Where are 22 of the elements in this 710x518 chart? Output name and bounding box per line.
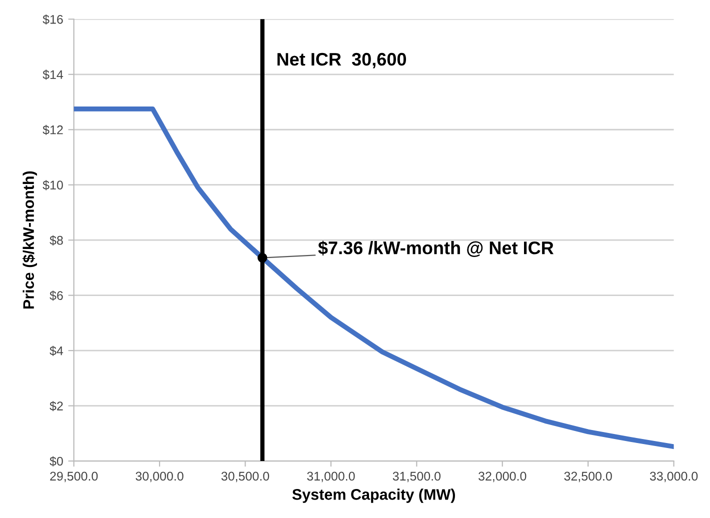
x-axis-title: System Capacity (MW) (292, 488, 455, 503)
y-tick-label: $8 (50, 235, 63, 246)
y-tick-label: $14 (42, 70, 64, 80)
y-tick-label: $4 (50, 346, 64, 356)
x-tick-label: 32,000.0 (478, 472, 526, 482)
x-tick-label: 32,500.0 (564, 472, 612, 482)
annotation: $7.36 /kW-month @ Net ICR (318, 240, 554, 257)
y-tick-label: $10 (42, 180, 63, 190)
y-tick-label: $2 (50, 401, 63, 412)
y-tick-label: $16 (42, 14, 63, 25)
line-series (74, 106, 674, 450)
y-tick-label: $12 (42, 124, 63, 136)
x-tick-label: 30,500.0 (221, 472, 270, 482)
x-tick-label: 31,000.0 (307, 472, 355, 482)
ref-line-label: Net ICR 30,600 (277, 52, 406, 68)
x-tick-label: 31,500.0 (392, 472, 441, 482)
y-tick-label: $0 (50, 456, 63, 466)
y-axis-title: Price ($/kW-month) (22, 171, 38, 309)
x-tick-label: 33,000.0 (650, 472, 698, 482)
y-tick-label: $6 (50, 290, 63, 301)
x-tick-label: 30,000.0 (136, 472, 184, 482)
x-tick-label: 29,500.0 (50, 472, 98, 482)
